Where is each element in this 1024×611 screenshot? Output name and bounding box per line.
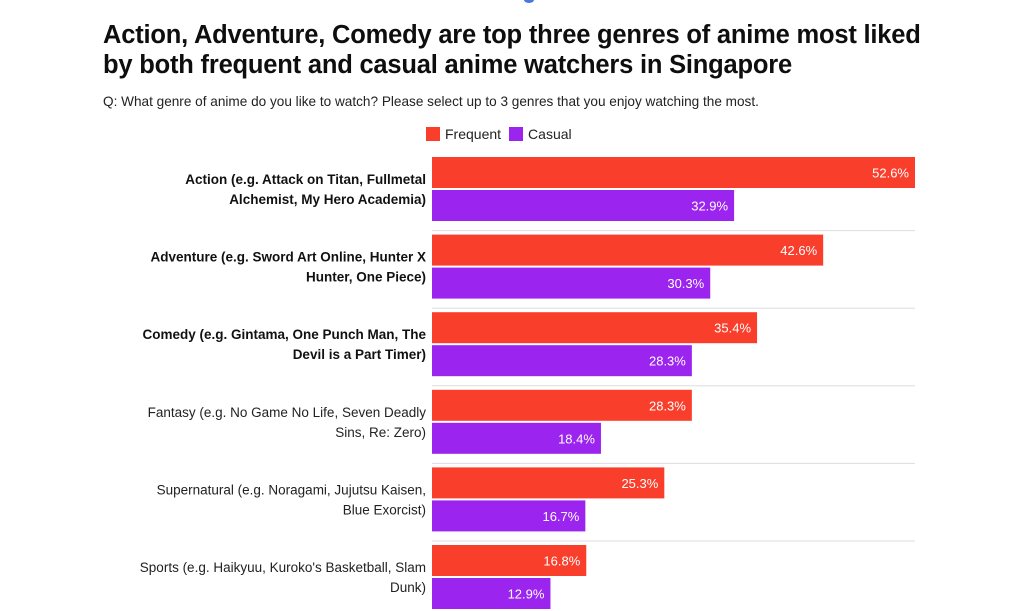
category-label: Fantasy (e.g. No Game No Life, Seven Dea… <box>148 405 427 420</box>
legend-item-casual: Casual <box>509 126 572 142</box>
category-label: Devil is a Part Timer) <box>293 347 426 362</box>
category-label: Sins, Re: Zero) <box>335 425 426 440</box>
value-label-casual: 12.9% <box>508 587 545 602</box>
bar-casual <box>432 578 551 609</box>
bar-casual <box>432 500 586 532</box>
value-label-frequent: 42.6% <box>780 243 817 258</box>
bar-casual <box>432 190 735 221</box>
bar-casual <box>432 267 711 299</box>
category-label: Dunk) <box>390 580 426 595</box>
value-label-casual: 18.4% <box>558 431 595 446</box>
legend-item-frequent: Frequent <box>426 126 501 142</box>
bar-frequent <box>432 157 915 188</box>
value-label-casual: 16.7% <box>542 509 579 524</box>
top-indicator-dot <box>524 0 534 3</box>
legend-swatch-casual <box>509 127 524 141</box>
value-label-casual: 30.3% <box>667 276 704 291</box>
category-label: Blue Exorcist) <box>343 502 426 517</box>
category-label: Alchemist, My Hero Academia) <box>229 192 426 207</box>
bar-frequent <box>432 389 692 421</box>
bar-frequent <box>432 467 665 499</box>
legend-label-frequent: Frequent <box>445 126 502 142</box>
value-label-frequent: 35.4% <box>714 321 751 336</box>
value-label-casual: 28.3% <box>649 354 686 369</box>
legend-label-casual: Casual <box>528 126 572 142</box>
bar-casual <box>432 345 692 377</box>
legend: Frequent Casual <box>426 126 580 142</box>
category-label: Sports (e.g. Haikyuu, Kuroko's Basketbal… <box>140 560 426 575</box>
value-label-frequent: 28.3% <box>649 398 686 413</box>
value-label-frequent: 16.8% <box>543 554 580 569</box>
value-label-frequent: 52.6% <box>872 166 909 181</box>
bar-frequent <box>432 545 587 576</box>
bar-frequent <box>432 234 824 266</box>
category-label: Adventure (e.g. Sword Art Online, Hunter… <box>150 250 426 265</box>
bar-frequent <box>432 312 758 344</box>
bar-casual <box>432 422 601 454</box>
value-label-casual: 32.9% <box>691 199 728 214</box>
chart-subtitle: Q: What genre of anime do you like to wa… <box>103 94 759 109</box>
chart-title: Action, Adventure, Comedy are top three … <box>103 21 921 79</box>
category-label: Action (e.g. Attack on Titan, Fullmetal <box>185 172 426 187</box>
category-label: Supernatural (e.g. Noragami, Jujutsu Kai… <box>157 482 426 497</box>
value-label-frequent: 25.3% <box>621 476 658 491</box>
category-label: Hunter, One Piece) <box>306 270 426 285</box>
category-label: Comedy (e.g. Gintama, One Punch Man, The <box>142 327 426 342</box>
legend-swatch-frequent <box>426 127 440 141</box>
